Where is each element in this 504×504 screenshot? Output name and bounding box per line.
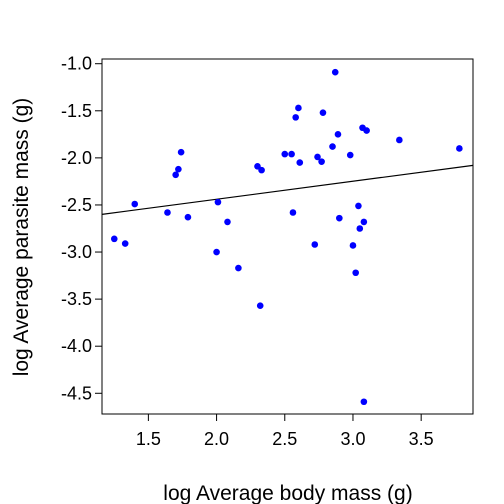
data-point bbox=[319, 109, 327, 116]
y-tick-label: -3.5 bbox=[61, 289, 92, 309]
data-point bbox=[235, 264, 242, 272]
data-point bbox=[352, 269, 359, 277]
y-axis-label: log Average parasite mass (g) bbox=[10, 98, 33, 377]
data-point bbox=[184, 213, 192, 221]
data-point bbox=[258, 166, 265, 174]
data-point bbox=[356, 225, 364, 232]
data-point bbox=[349, 242, 357, 249]
data-point bbox=[331, 68, 339, 76]
data-point bbox=[121, 240, 129, 247]
data-point bbox=[288, 150, 295, 158]
data-point bbox=[329, 143, 336, 150]
data-point bbox=[213, 248, 220, 256]
y-tick-label: -1.0 bbox=[61, 54, 92, 74]
x-tick-label: 3.0 bbox=[340, 429, 365, 449]
x-axis-label: log Average body mass (g) bbox=[163, 482, 412, 504]
data-point bbox=[318, 158, 325, 165]
data-point bbox=[336, 214, 343, 222]
y-tick-label: -2.5 bbox=[61, 195, 92, 215]
data-point bbox=[214, 198, 222, 206]
data-point bbox=[256, 302, 264, 310]
data-point bbox=[292, 114, 299, 121]
data-point bbox=[363, 127, 370, 134]
x-tick-label: 2.5 bbox=[272, 429, 297, 449]
data-point bbox=[281, 150, 289, 158]
y-tick-label: -4.0 bbox=[61, 336, 92, 356]
data-point bbox=[177, 148, 185, 156]
y-axis-ticks: -1.0 -1.5 -2.0 -2.5 -3.0 -3.5 -4.0 -4.5 bbox=[61, 54, 102, 403]
y-tick-label: -4.5 bbox=[61, 383, 92, 403]
data-point bbox=[456, 145, 463, 152]
data-point bbox=[360, 398, 368, 406]
data-point bbox=[296, 159, 304, 166]
data-point bbox=[131, 200, 139, 208]
data-points bbox=[110, 68, 463, 406]
data-point bbox=[224, 218, 231, 226]
regression-line-layer bbox=[101, 164, 474, 215]
regression-line bbox=[101, 164, 474, 215]
data-point bbox=[355, 202, 362, 210]
data-point bbox=[346, 151, 354, 159]
y-tick-label: -2.0 bbox=[61, 148, 92, 168]
x-tick-label: 1.5 bbox=[136, 429, 161, 449]
y-tick-label: -3.0 bbox=[61, 242, 92, 262]
data-point bbox=[396, 136, 403, 144]
data-point bbox=[175, 165, 182, 173]
data-point bbox=[164, 209, 171, 216]
data-point bbox=[334, 131, 342, 138]
x-tick-label: 3.5 bbox=[409, 429, 434, 449]
data-point bbox=[311, 241, 319, 248]
data-point bbox=[295, 104, 302, 112]
x-axis-ticks: 1.5 2.0 2.5 3.0 3.5 bbox=[136, 414, 434, 449]
data-point bbox=[289, 209, 297, 216]
data-point bbox=[314, 153, 321, 161]
data-point bbox=[110, 235, 118, 243]
data-point bbox=[172, 171, 179, 179]
y-tick-label: -1.5 bbox=[61, 101, 92, 121]
data-point bbox=[360, 218, 368, 226]
x-tick-label: 2.0 bbox=[204, 429, 229, 449]
plot-frame bbox=[101, 58, 474, 415]
